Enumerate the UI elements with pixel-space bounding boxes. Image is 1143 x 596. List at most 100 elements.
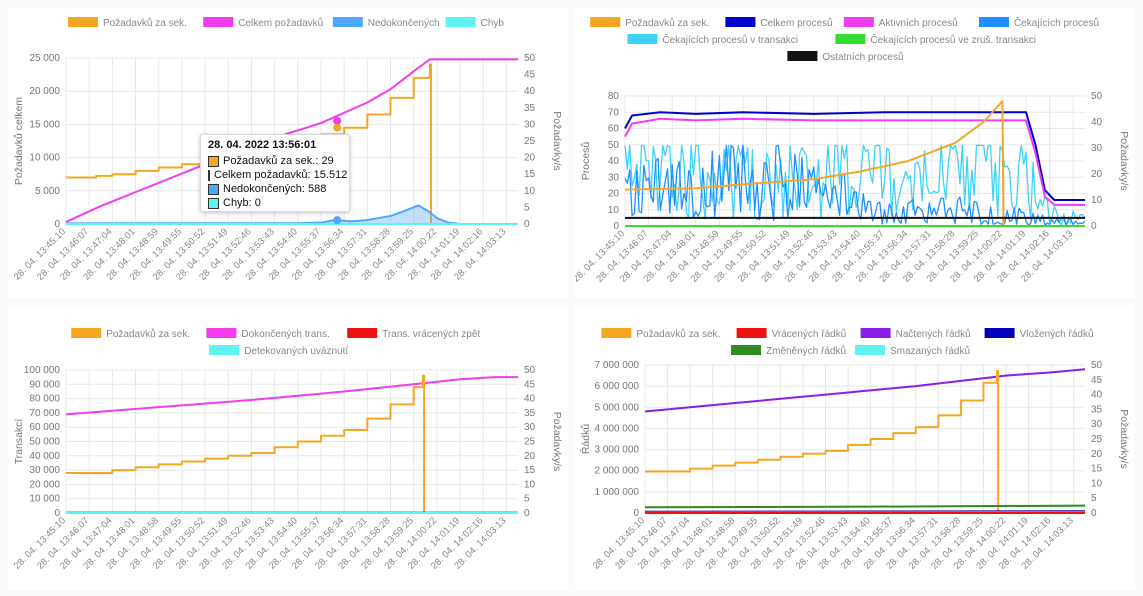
legend-swatch xyxy=(787,51,818,61)
y-tick-label: 70 000 xyxy=(29,408,60,419)
tooltip-row: Požadavků za sek.: 29 xyxy=(208,154,342,168)
y-tick-label: 10 000 xyxy=(29,494,60,505)
y-tick-label: 0 xyxy=(54,508,60,519)
tooltip-row-label: Požadavků za sek.: 29 xyxy=(223,155,334,167)
legend-swatch xyxy=(206,328,237,338)
y2-tick-label: 40 xyxy=(1091,390,1103,401)
series-line xyxy=(66,374,518,514)
y2-axis-title: Požadavky/s xyxy=(551,111,563,171)
y2-tick-label: 0 xyxy=(524,508,530,519)
legend-label: Požadavků za sek. xyxy=(106,328,190,340)
y-tick-label: 20 000 xyxy=(29,86,60,97)
chart-panel-transactions: Požadavků za sek. Dokončených trans. Trans… xyxy=(8,305,568,590)
legend-label: Nedokončených xyxy=(368,18,440,29)
chart-panel-requests: Požadavků za sek. Celkem požadavků Nedokon… xyxy=(8,8,568,298)
tooltip-swatch xyxy=(208,155,219,167)
y2-tick-label: 10 xyxy=(524,186,536,197)
legend-swatch xyxy=(984,328,1015,338)
y2-tick-label: 50 xyxy=(1091,360,1103,371)
legend-label: Celkem procesů xyxy=(760,17,832,29)
y-axis-title: Procesů xyxy=(580,142,592,181)
series-line xyxy=(624,144,1086,227)
series-area xyxy=(66,205,518,224)
y2-tick-label: 10 xyxy=(1091,478,1103,489)
y2-tick-label: 10 xyxy=(1091,195,1103,206)
chart-panel-processes: Požadavků za sek. Celkem procesů Aktivních… xyxy=(571,8,1135,298)
legend-label: Ostatních procesů xyxy=(822,51,903,63)
y2-tick-label: 50 xyxy=(524,53,536,64)
legend-label: Chyb xyxy=(481,18,505,29)
legend-swatch xyxy=(71,328,102,338)
legend-swatch xyxy=(445,17,476,27)
hover-point xyxy=(333,216,342,225)
y-tick-label: 50 xyxy=(608,140,620,151)
legend-swatch xyxy=(627,34,658,44)
y-tick-label: 5 000 xyxy=(35,186,60,197)
chart-processes: Požadavků za sek. Celkem procesů Aktivních… xyxy=(571,16,1130,285)
chart-tooltip: 28. 04. 2022 13:56:01 Požadavků za sek.:… xyxy=(200,134,350,212)
legend-swatch xyxy=(731,345,761,355)
series-line xyxy=(624,117,1085,206)
legend-swatch xyxy=(590,17,621,27)
hover-point xyxy=(333,117,342,126)
y2-tick-label: 0 xyxy=(1091,221,1097,232)
y-tick-label: 20 xyxy=(608,189,620,200)
y-tick-label: 10 000 xyxy=(29,153,60,164)
series-line xyxy=(645,369,1085,514)
y2-tick-label: 20 xyxy=(1091,169,1103,180)
y-tick-label: 3 000 000 xyxy=(595,445,640,456)
y-tick-label: 0 xyxy=(54,219,60,230)
y2-tick-label: 45 xyxy=(524,70,536,81)
tooltip-row-label: Nedokončených: 588 xyxy=(223,183,327,195)
y2-tick-label: 50 xyxy=(1091,91,1103,102)
y-tick-label: 90 000 xyxy=(29,379,60,390)
y-tick-label: 70 xyxy=(608,107,620,118)
series-line xyxy=(624,111,1085,201)
y-tick-label: 4 000 000 xyxy=(595,423,640,434)
y-tick-label: 2 000 000 xyxy=(595,466,640,477)
chart-requests: Požadavků za sek. Celkem požadavků Nedokon… xyxy=(12,17,563,283)
y2-tick-label: 40 xyxy=(524,394,536,405)
y2-tick-label: 40 xyxy=(524,86,536,97)
y2-tick-label: 35 xyxy=(524,408,536,419)
legend-label: Požadavků za sek. xyxy=(103,17,187,29)
legend-swatch xyxy=(843,17,874,27)
y2-tick-label: 45 xyxy=(1091,375,1103,386)
series-line xyxy=(65,58,518,223)
y-tick-label: 60 xyxy=(608,124,620,135)
chart-panel-rows: Požadavků za sek. Vrácených řádků Načtenýc… xyxy=(575,305,1135,590)
tooltip-row-label: Celkem požadavků: 15.512 xyxy=(214,169,348,181)
series-line xyxy=(644,504,1086,509)
y-tick-label: 0 xyxy=(613,221,619,232)
legend-label: Aktivních procesů xyxy=(879,17,958,29)
y2-tick-label: 30 xyxy=(524,119,536,130)
y2-tick-label: 45 xyxy=(524,379,536,390)
y2-tick-label: 35 xyxy=(524,103,536,114)
tooltip-row: Chyb: 0 xyxy=(208,196,342,210)
y2-tick-label: 15 xyxy=(524,465,536,476)
series-line xyxy=(624,144,1086,226)
y2-axis-title: Požadavky/s xyxy=(1118,409,1130,469)
y-tick-label: 0 xyxy=(633,508,639,519)
legend-label: Čekajících procesů ve zruš. transakci xyxy=(870,33,1036,46)
y-tick-label: 80 000 xyxy=(29,394,60,405)
y-tick-label: 40 xyxy=(608,156,620,167)
legend-swatch xyxy=(601,328,632,338)
y2-axis-title: Požadavky/s xyxy=(551,412,563,472)
y-axis-title: Požadavků celkem xyxy=(13,97,25,185)
y-tick-label: 30 xyxy=(608,172,620,183)
y2-tick-label: 15 xyxy=(524,169,536,180)
legend-label: Požadavků za sek. xyxy=(625,17,709,29)
y2-tick-label: 40 xyxy=(1091,117,1103,128)
y2-tick-label: 20 xyxy=(524,451,536,462)
y2-axis-title: Požadavky/s xyxy=(1118,131,1130,191)
tooltip-swatch xyxy=(208,183,219,195)
legend-swatch xyxy=(209,345,240,355)
legend-swatch xyxy=(855,345,885,355)
y-tick-label: 50 000 xyxy=(29,437,60,448)
chart-rows: Požadavků za sek. Vrácených řádků Načtenýc… xyxy=(579,328,1130,572)
legend-label: Požadavků za sek. xyxy=(636,328,720,340)
legend-swatch xyxy=(68,17,98,27)
y-tick-label: 1 000 000 xyxy=(595,487,640,498)
y-tick-label: 5 000 000 xyxy=(595,402,640,413)
